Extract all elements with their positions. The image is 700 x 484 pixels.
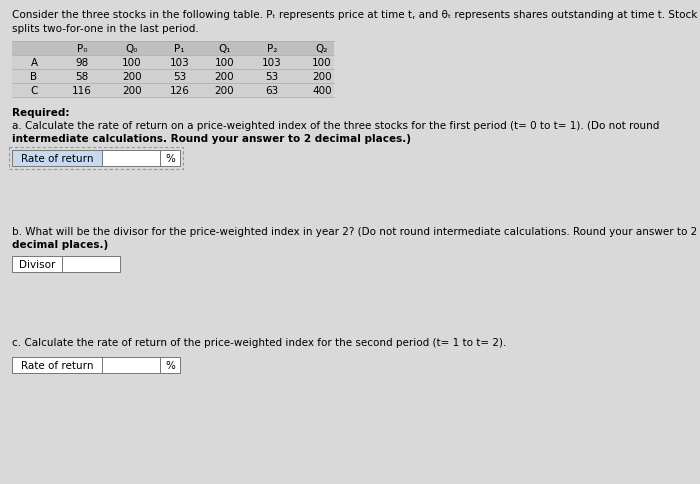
Text: Q₀: Q₀: [126, 44, 139, 54]
Text: 58: 58: [76, 72, 89, 82]
Text: 200: 200: [215, 72, 235, 82]
Text: 126: 126: [169, 86, 190, 96]
Text: Q₁: Q₁: [218, 44, 231, 54]
FancyBboxPatch shape: [102, 151, 160, 166]
Text: 63: 63: [265, 86, 279, 96]
FancyBboxPatch shape: [12, 151, 102, 166]
Text: 98: 98: [76, 58, 89, 68]
FancyBboxPatch shape: [102, 357, 160, 373]
Text: 200: 200: [122, 86, 142, 96]
Text: B: B: [30, 72, 38, 82]
FancyBboxPatch shape: [12, 257, 62, 272]
Text: Required:: Required:: [12, 108, 69, 118]
Text: %: %: [165, 360, 175, 370]
Text: 200: 200: [312, 72, 332, 82]
Text: decimal places.): decimal places.): [12, 240, 109, 249]
Text: c. Calculate the rate of return of the price-weighted index for the second perio: c. Calculate the rate of return of the p…: [12, 337, 506, 348]
Text: 103: 103: [262, 58, 282, 68]
Text: 100: 100: [122, 58, 142, 68]
Text: intermediate calculations. Round your answer to 2 decimal places.): intermediate calculations. Round your an…: [12, 134, 411, 144]
Text: Q₂: Q₂: [316, 44, 328, 54]
Text: %: %: [165, 154, 175, 164]
Text: 103: 103: [169, 58, 190, 68]
Text: b. What will be the divisor for the price-weighted index in year 2? (Do not roun: b. What will be the divisor for the pric…: [12, 227, 697, 237]
Text: P₀: P₀: [77, 44, 88, 54]
Text: 53: 53: [265, 72, 279, 82]
Text: Rate of return: Rate of return: [21, 360, 93, 370]
FancyBboxPatch shape: [160, 357, 180, 373]
Text: 200: 200: [122, 72, 142, 82]
Text: 400: 400: [312, 86, 332, 96]
FancyBboxPatch shape: [160, 151, 180, 166]
Text: 116: 116: [72, 86, 92, 96]
FancyBboxPatch shape: [12, 42, 334, 98]
Text: Consider the three stocks in the following table. Pₜ represents price at time t,: Consider the three stocks in the followi…: [12, 10, 700, 20]
FancyBboxPatch shape: [12, 357, 102, 373]
Text: Rate of return: Rate of return: [21, 154, 93, 164]
Text: 53: 53: [173, 72, 186, 82]
Text: C: C: [30, 86, 38, 96]
Text: 200: 200: [215, 86, 235, 96]
FancyBboxPatch shape: [62, 257, 120, 272]
Text: P₂: P₂: [267, 44, 277, 54]
FancyBboxPatch shape: [12, 42, 334, 56]
Text: Divisor: Divisor: [19, 259, 55, 270]
Text: P₁: P₁: [174, 44, 185, 54]
Text: A: A: [30, 58, 38, 68]
Text: 100: 100: [215, 58, 235, 68]
Text: 100: 100: [312, 58, 332, 68]
Text: splits two-for-one in the last period.: splits two-for-one in the last period.: [12, 24, 199, 34]
Text: a. Calculate the rate of return on a price-weighted index of the three stocks fo: a. Calculate the rate of return on a pri…: [12, 121, 659, 131]
